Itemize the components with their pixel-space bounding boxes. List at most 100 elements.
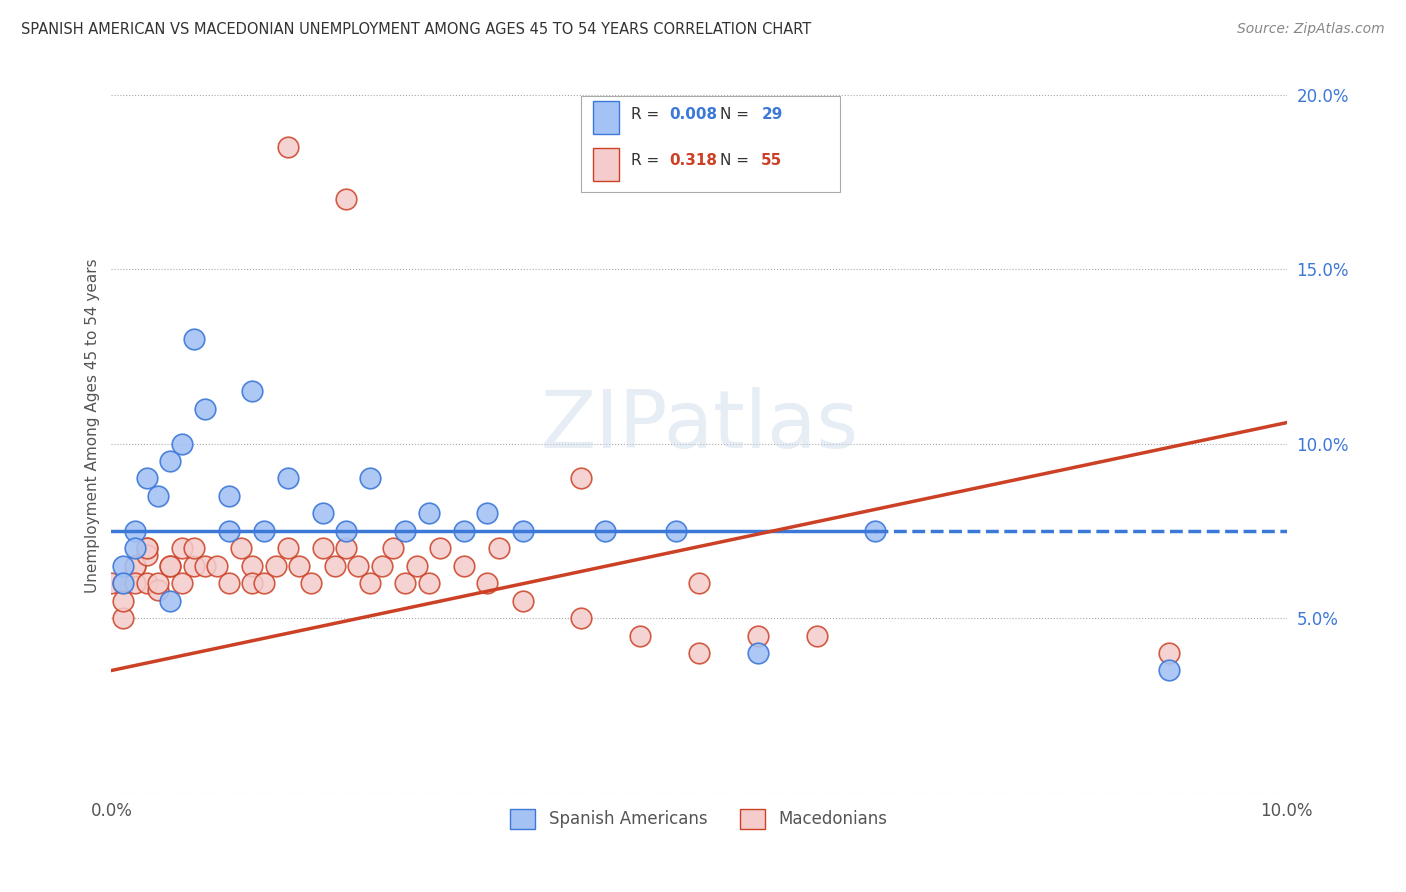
Point [277, 140, 299, 154]
Point [135, 541, 157, 556]
Point [571, 471, 593, 485]
Point [112, 558, 135, 573]
Point [205, 558, 228, 573]
Point [242, 384, 264, 399]
Point [628, 629, 651, 643]
Point [429, 541, 451, 556]
Point [418, 507, 440, 521]
Point [112, 611, 135, 625]
Point [359, 471, 381, 485]
Point [277, 471, 299, 485]
Point [112, 593, 135, 607]
Point [112, 576, 135, 591]
Point [806, 629, 828, 643]
Point [382, 541, 405, 556]
Point [148, 583, 170, 598]
Point [688, 646, 710, 660]
Point [312, 507, 335, 521]
Point [335, 524, 357, 538]
Point [394, 524, 416, 538]
Point [194, 558, 217, 573]
Text: 0.008: 0.008 [669, 106, 717, 121]
Point [194, 401, 217, 416]
Point [335, 541, 357, 556]
Legend: Spanish Americans, Macedonians: Spanish Americans, Macedonians [503, 802, 894, 836]
Point [593, 524, 616, 538]
Text: 0.318: 0.318 [669, 153, 717, 169]
Point [453, 524, 475, 538]
Text: ZIPatlas: ZIPatlas [540, 387, 858, 465]
Point [418, 576, 440, 591]
Point [170, 576, 193, 591]
Point [512, 593, 534, 607]
Text: R =: R = [631, 153, 664, 169]
Point [312, 541, 335, 556]
Point [229, 541, 252, 556]
Point [148, 576, 170, 591]
Point [406, 558, 429, 573]
Text: SPANISH AMERICAN VS MACEDONIAN UNEMPLOYMENT AMONG AGES 45 TO 54 YEARS CORRELATIO: SPANISH AMERICAN VS MACEDONIAN UNEMPLOYM… [21, 22, 811, 37]
Point [688, 576, 710, 591]
Point [135, 549, 157, 563]
Point [335, 192, 357, 206]
Point [347, 558, 370, 573]
Point [159, 454, 181, 468]
Point [218, 489, 240, 503]
Point [277, 541, 299, 556]
Text: Source: ZipAtlas.com: Source: ZipAtlas.com [1237, 22, 1385, 37]
Point [170, 541, 193, 556]
Point [477, 576, 499, 591]
Point [242, 558, 264, 573]
Point [135, 576, 157, 591]
Point [183, 541, 205, 556]
Point [747, 646, 769, 660]
Bar [593, 101, 619, 134]
FancyBboxPatch shape [582, 96, 839, 192]
Point [159, 558, 181, 573]
Point [135, 471, 157, 485]
Point [359, 576, 381, 591]
Point [124, 576, 146, 591]
Point [124, 558, 146, 573]
Point [148, 489, 170, 503]
Point [299, 576, 322, 591]
Point [183, 558, 205, 573]
Point [747, 629, 769, 643]
Point [135, 541, 157, 556]
Point [218, 524, 240, 538]
Point [664, 524, 686, 538]
Point [453, 558, 475, 573]
Point [183, 332, 205, 346]
Point [112, 576, 135, 591]
Text: N =: N = [720, 106, 754, 121]
Point [253, 524, 276, 538]
Point [100, 576, 122, 591]
Text: R =: R = [631, 106, 664, 121]
Point [242, 576, 264, 591]
Bar [593, 148, 619, 181]
Point [512, 524, 534, 538]
Point [124, 541, 146, 556]
Text: 55: 55 [761, 153, 783, 169]
Point [488, 541, 510, 556]
Point [264, 558, 287, 573]
Text: N =: N = [720, 153, 754, 169]
Point [124, 558, 146, 573]
Point [159, 593, 181, 607]
Point [865, 524, 887, 538]
Point [288, 558, 311, 573]
Text: 29: 29 [761, 106, 783, 121]
Y-axis label: Unemployment Among Ages 45 to 54 years: Unemployment Among Ages 45 to 54 years [86, 259, 100, 593]
Point [1157, 664, 1180, 678]
Point [323, 558, 346, 573]
Point [253, 576, 276, 591]
Point [1157, 646, 1180, 660]
Point [159, 558, 181, 573]
Point [170, 436, 193, 450]
Point [124, 524, 146, 538]
Point [370, 558, 392, 573]
Point [477, 507, 499, 521]
Point [218, 576, 240, 591]
Point [394, 576, 416, 591]
Point [571, 611, 593, 625]
